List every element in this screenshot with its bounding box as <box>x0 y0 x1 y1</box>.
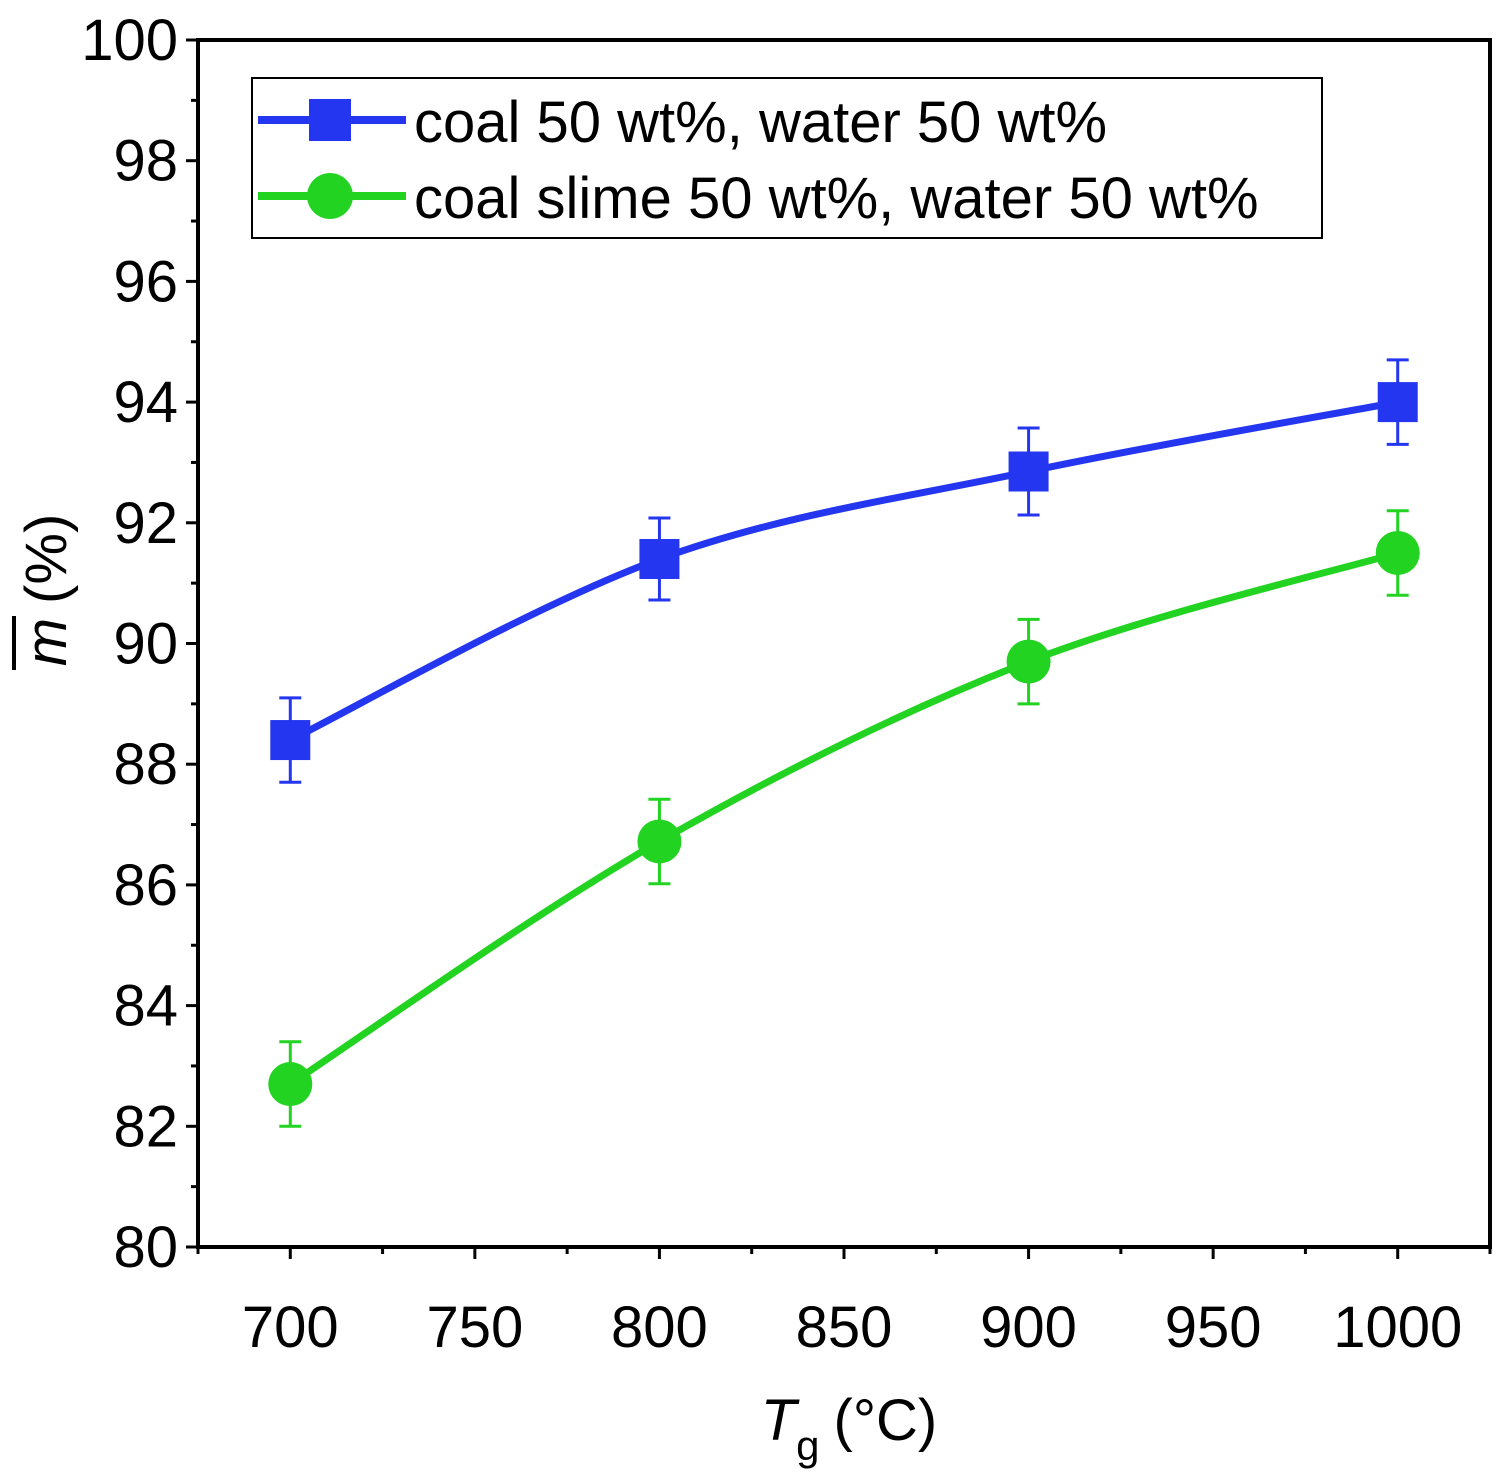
data-point <box>1377 382 1418 423</box>
y-axis-title-unit: (%) <box>14 514 79 604</box>
legend-item-coal: coal 50 wt%, water 50 wt% <box>258 90 1107 155</box>
data-point <box>637 819 682 864</box>
y-tick-label: 80 <box>113 1215 178 1280</box>
y-tick-label: 100 <box>81 8 178 73</box>
data-point <box>268 1062 313 1107</box>
legend-marker <box>309 99 351 141</box>
x-axis-title-subscript: g <box>796 1422 819 1469</box>
x-axis: 700 750 800 850 900 950 1000 <box>196 1247 1492 1360</box>
y-tick-label: 98 <box>113 129 178 194</box>
series-1 <box>268 509 1420 1128</box>
legend: coal 50 wt%, water 50 wt% coal slime 50 … <box>251 77 1323 239</box>
data-point <box>1375 530 1420 575</box>
legend-item-coal-slime: coal slime 50 wt%, water 50 wt% <box>258 166 1259 231</box>
legend-label: coal 50 wt%, water 50 wt% <box>414 90 1107 155</box>
x-axis-title-unit: (°C) <box>834 1388 938 1453</box>
data-point <box>1006 639 1051 684</box>
x-tick-label: 750 <box>426 1295 523 1360</box>
series-0 <box>270 358 1418 784</box>
y-tick-label: 88 <box>113 732 178 797</box>
x-axis-title-symbol: T <box>761 1388 800 1453</box>
x-tick-label: 850 <box>796 1295 893 1360</box>
series-line <box>286 549 1402 1088</box>
y-axis: 80 82 84 86 88 90 92 94 96 98 100 <box>81 8 198 1280</box>
series-line <box>286 398 1402 744</box>
y-tick-label: 86 <box>113 853 178 918</box>
x-tick-label: 900 <box>980 1295 1077 1360</box>
y-tick-label: 92 <box>113 491 178 556</box>
y-tick-label: 82 <box>113 1094 178 1159</box>
x-tick-label: 1000 <box>1333 1295 1462 1360</box>
y-axis-title: m (%) <box>12 514 79 670</box>
y-tick-label: 90 <box>113 612 178 677</box>
legend-label: coal slime 50 wt%, water 50 wt% <box>414 166 1259 231</box>
data-point <box>270 720 311 761</box>
x-tick-label: 950 <box>1165 1295 1262 1360</box>
legend-marker <box>307 173 353 219</box>
legend-box <box>251 77 1323 239</box>
series-layer <box>268 358 1420 1128</box>
data-point <box>639 539 680 580</box>
x-axis-title: Tg (°C) <box>761 1388 938 1469</box>
y-tick-label: 84 <box>113 974 178 1039</box>
x-tick-label: 700 <box>242 1295 339 1360</box>
y-tick-label: 94 <box>113 370 178 435</box>
data-point <box>1008 451 1049 492</box>
y-tick-label: 96 <box>113 249 178 314</box>
y-axis-title-text: m (%) <box>14 514 79 667</box>
x-tick-label: 800 <box>611 1295 708 1360</box>
y-axis-title-symbol: m <box>14 618 79 666</box>
